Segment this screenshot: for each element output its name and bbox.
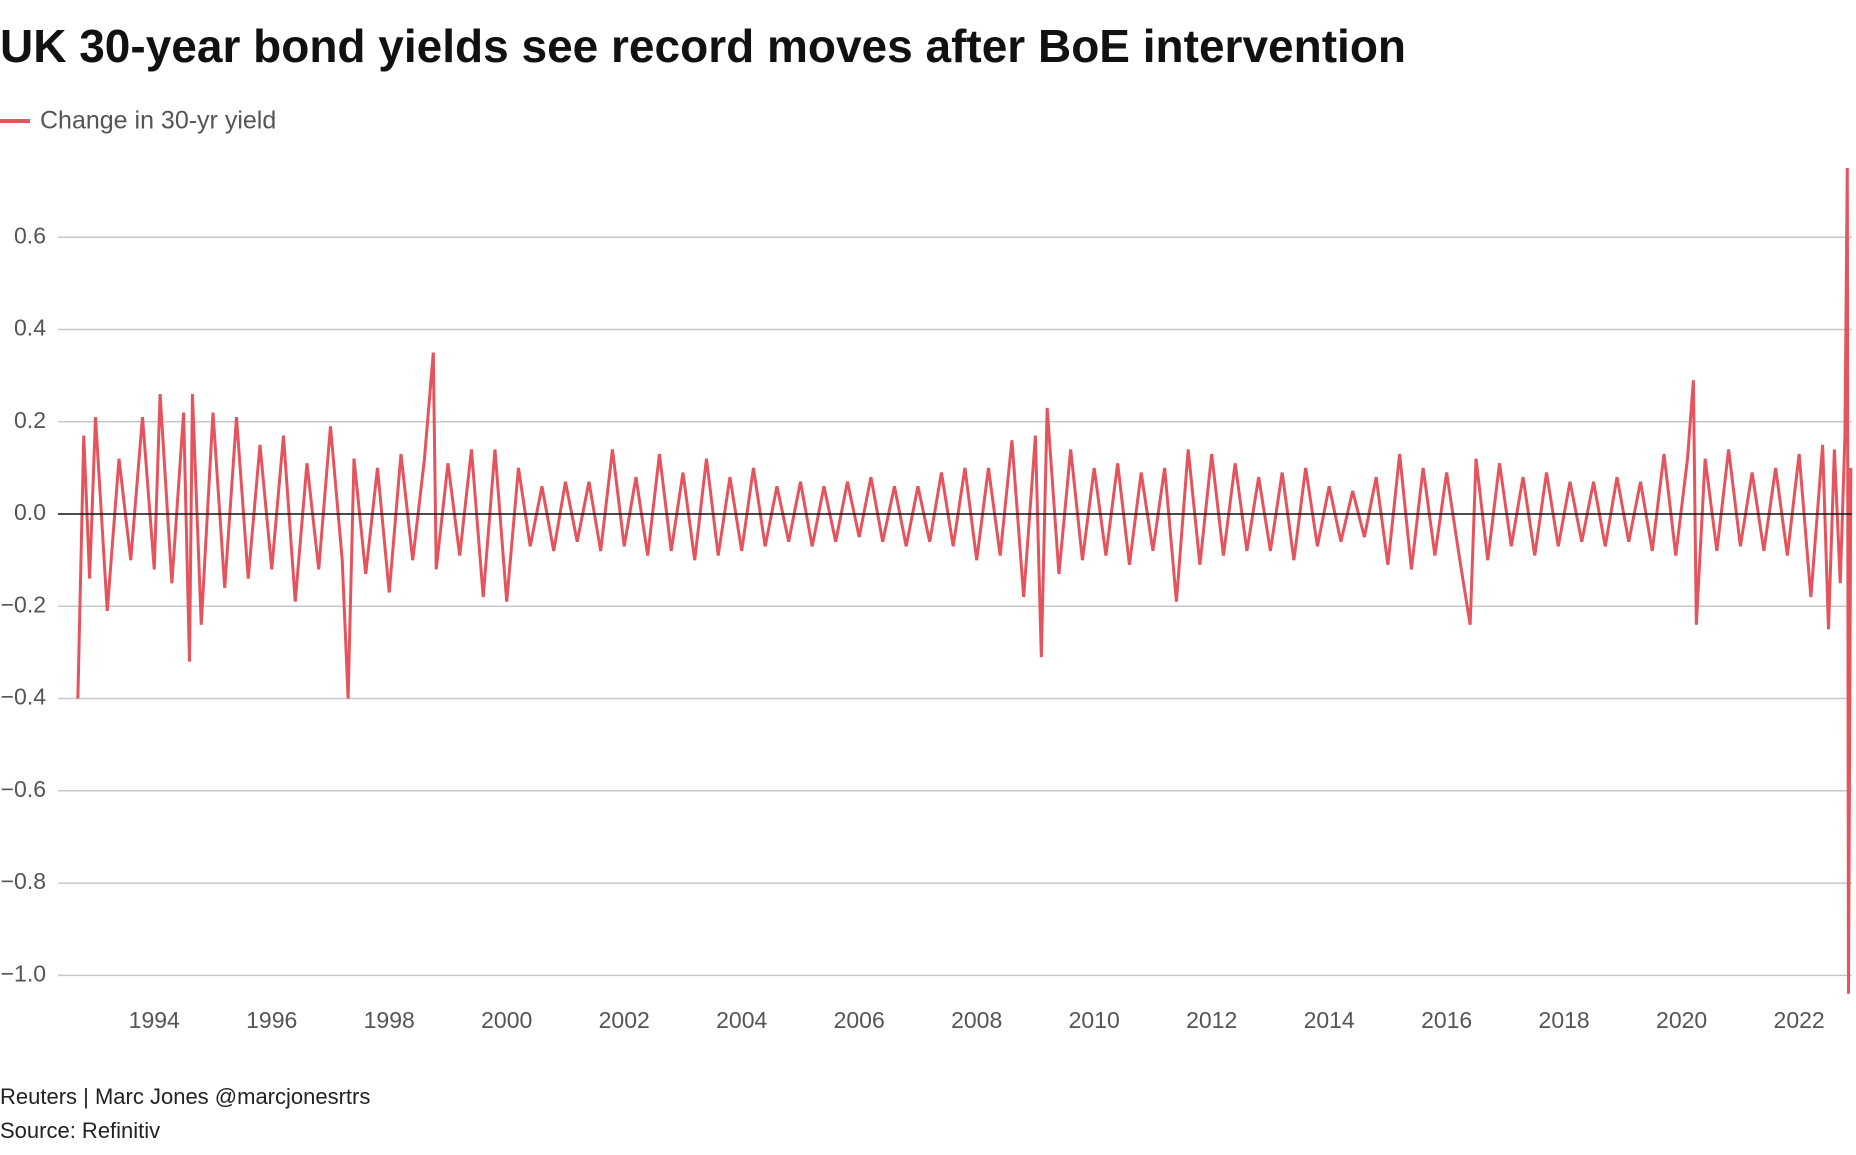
x-tick-label: 2002: [599, 1007, 650, 1033]
x-tick-label: 2012: [1186, 1007, 1237, 1033]
x-tick-label: 2020: [1656, 1007, 1707, 1033]
x-tick-label: 2006: [834, 1007, 885, 1033]
x-tick-label: 1998: [364, 1007, 415, 1033]
x-tick-label: 2010: [1069, 1007, 1120, 1033]
legend-label: Change in 30-yr yield: [40, 107, 276, 135]
x-tick-label: 2022: [1774, 1007, 1825, 1033]
x-tick-label: 2000: [481, 1007, 532, 1033]
series-line: [76, 168, 1853, 994]
x-tick-label: 2008: [951, 1007, 1002, 1033]
y-tick-label: −0.2: [1, 591, 46, 617]
x-tick-label: 2004: [716, 1007, 767, 1033]
x-tick-label: 2014: [1304, 1007, 1355, 1033]
y-tick-label: −1.0: [1, 960, 46, 986]
y-tick-label: −0.6: [1, 776, 46, 802]
y-tick-label: 0.6: [14, 222, 46, 248]
y-tick-label: 0.2: [14, 407, 46, 433]
x-tick-label: 1994: [129, 1007, 180, 1033]
x-tick-label: 1996: [246, 1007, 297, 1033]
x-tick-label: 2018: [1539, 1007, 1590, 1033]
x-tick-label: 2016: [1421, 1007, 1472, 1033]
source: Source: Refinitiv: [0, 1118, 160, 1143]
y-tick-label: −0.8: [1, 868, 46, 894]
y-tick-label: 0.4: [14, 315, 46, 341]
y-tick-label: −0.4: [1, 684, 47, 710]
chart-title: UK 30-year bond yields see record moves …: [0, 20, 1406, 72]
footer: Reuters | Marc Jones @marcjonesrtrs: [0, 1084, 370, 1109]
y-tick-label: 0.0: [14, 499, 46, 525]
